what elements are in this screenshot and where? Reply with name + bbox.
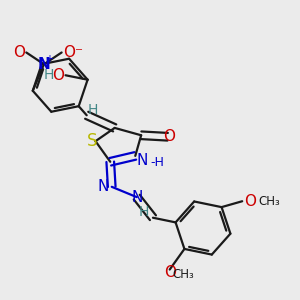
Text: N: N — [98, 179, 110, 194]
Text: S: S — [87, 132, 98, 150]
Text: N: N — [131, 190, 142, 205]
Text: H: H — [87, 103, 98, 117]
Text: O: O — [163, 129, 175, 144]
Text: CH₃: CH₃ — [172, 268, 194, 281]
Text: CH₃: CH₃ — [258, 195, 280, 208]
Text: O⁻: O⁻ — [63, 45, 83, 60]
Text: O: O — [244, 194, 256, 209]
Text: +: + — [45, 54, 53, 64]
Text: H: H — [139, 205, 149, 219]
Text: -H: -H — [150, 156, 164, 169]
Text: H: H — [44, 68, 54, 82]
Text: N: N — [38, 57, 50, 72]
Text: N: N — [137, 153, 148, 168]
Text: O: O — [164, 265, 176, 280]
Text: O: O — [13, 45, 25, 60]
Text: O: O — [52, 68, 64, 83]
